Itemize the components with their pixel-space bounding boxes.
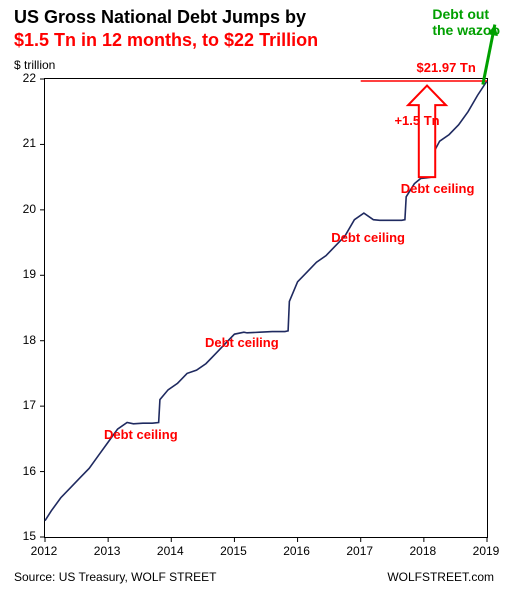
ytick-label: 19 bbox=[16, 267, 36, 281]
plot-area bbox=[44, 78, 488, 538]
wazoo-label: Debt out the wazoo bbox=[432, 6, 500, 38]
ytick-label: 21 bbox=[16, 136, 36, 150]
wazoo-line1: Debt out bbox=[432, 6, 500, 22]
wazoo-line2: the wazoo bbox=[432, 22, 500, 38]
xtick-label: 2015 bbox=[220, 544, 247, 558]
xtick-label: 2017 bbox=[346, 544, 373, 558]
ytick-label: 15 bbox=[16, 529, 36, 543]
title-line2: $1.5 Tn in 12 months, to $22 Trillion bbox=[14, 29, 318, 52]
annotation-ceil2: Debt ceiling bbox=[205, 335, 279, 350]
site-text: WOLFSTREET.com bbox=[387, 570, 494, 584]
plus15-arrow-icon bbox=[408, 86, 446, 178]
source-text: Source: US Treasury, WOLF STREET bbox=[14, 570, 217, 584]
annotation-ceil4: Debt ceiling bbox=[401, 181, 475, 196]
ytick-label: 17 bbox=[16, 398, 36, 412]
xtick-label: 2014 bbox=[157, 544, 184, 558]
ytick-label: 16 bbox=[16, 464, 36, 478]
ytick-label: 20 bbox=[16, 202, 36, 216]
annotation-plus15: +1.5 Tn bbox=[394, 113, 439, 128]
title-block: US Gross National Debt Jumps by $1.5 Tn … bbox=[14, 6, 318, 51]
annotation-top_value: $21.97 Tn bbox=[417, 60, 476, 75]
xtick-label: 2012 bbox=[31, 544, 58, 558]
annotation-ceil1: Debt ceiling bbox=[104, 427, 178, 442]
ytick-label: 22 bbox=[16, 71, 36, 85]
xtick-label: 2019 bbox=[473, 544, 500, 558]
y-axis-label: $ trillion bbox=[14, 58, 55, 72]
xtick-label: 2013 bbox=[94, 544, 121, 558]
xtick-label: 2016 bbox=[283, 544, 310, 558]
annotation-ceil3: Debt ceiling bbox=[331, 230, 405, 245]
chart-svg bbox=[45, 79, 487, 537]
ytick-label: 18 bbox=[16, 333, 36, 347]
xtick-label: 2018 bbox=[409, 544, 436, 558]
title-line1: US Gross National Debt Jumps by bbox=[14, 6, 318, 29]
chart-container: US Gross National Debt Jumps by $1.5 Tn … bbox=[0, 0, 506, 590]
